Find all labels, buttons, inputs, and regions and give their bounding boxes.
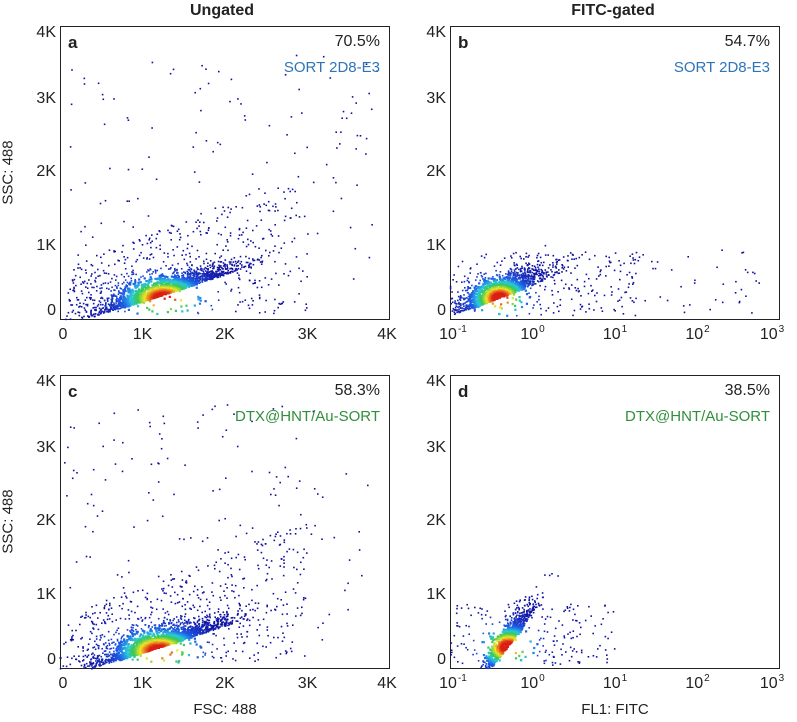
x-tick-label: 100 <box>508 324 558 344</box>
x-tick-label: 2K <box>215 326 235 343</box>
x-tick-label: 103 <box>747 324 797 344</box>
x-tick-label: 101 <box>590 324 640 344</box>
y-axis-label: SSC: 488 <box>0 140 17 205</box>
x-tick-label: 1K <box>132 326 153 343</box>
x-tick-base: 10 <box>602 326 621 343</box>
y-tick-label: 2K <box>426 163 446 180</box>
x-tick-label: 3K <box>297 326 318 343</box>
y-tick-label: 2K <box>36 163 56 180</box>
x-tick-exponent: 0 <box>539 324 545 335</box>
y-tick-label: 3K <box>426 89 446 107</box>
x-tick-label: 4K <box>377 326 397 343</box>
percentage-label: 70.5% <box>334 33 380 50</box>
x-tick-exponent: 3 <box>778 324 785 335</box>
x-tick-base: 10 <box>520 326 539 343</box>
y-tick-label: 4K <box>426 24 446 41</box>
x-tick-base: 10 <box>759 326 778 343</box>
y-tick-label: 0 <box>47 302 56 319</box>
y-tick-label: 4K <box>36 24 56 41</box>
column-title-fitc-gated: FITC-gated <box>571 2 655 19</box>
y-tick-label: 3K <box>36 89 56 107</box>
y-tick-label: 1K <box>426 236 446 254</box>
column-title-ungated: Ungated <box>190 2 254 19</box>
sample-label: SORT 2D8-E3 <box>283 59 380 76</box>
x-tick-exponent: -1 <box>457 324 467 335</box>
x-tick-exponent: 2 <box>704 324 710 335</box>
sample-label: SORT 2D8-E3 <box>673 59 770 76</box>
x-tick-exponent: 1 <box>621 324 628 335</box>
y-tick-label: 1K <box>36 236 56 254</box>
x-tick-base: 10 <box>439 326 457 343</box>
x-tick-label: 102 <box>673 324 723 344</box>
percentage-label: 54.7% <box>724 33 770 50</box>
x-tick-label: 0 <box>58 326 68 343</box>
panel-letter: b <box>458 33 469 52</box>
y-tick-label: 0 <box>437 302 446 319</box>
panel-letter: a <box>68 33 78 52</box>
x-tick-base: 10 <box>685 326 704 343</box>
x-tick-label: 10-1 <box>428 324 478 344</box>
